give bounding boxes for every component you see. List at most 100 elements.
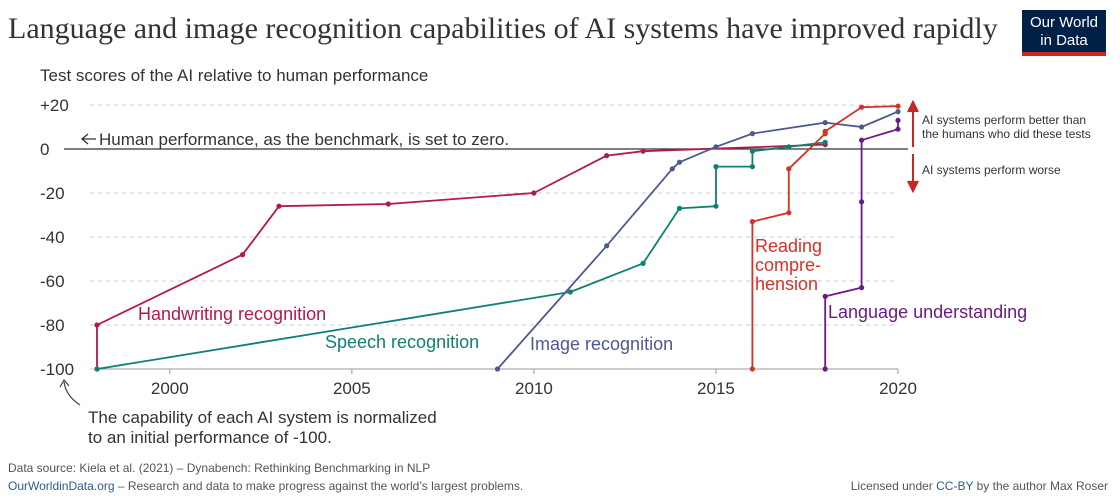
data-point (859, 199, 865, 205)
y-axis-ticks: +20 0 -20 -40 -60 -80 -100 (40, 96, 74, 379)
data-point (567, 289, 573, 295)
baseline-annotation: Human performance, as the benchmark, is … (80, 130, 509, 149)
data-point (895, 126, 901, 132)
license-suffix: by the author Max Roser (973, 479, 1108, 493)
arrow-up-icon (907, 99, 919, 147)
data-point (713, 203, 719, 209)
series-label-line: Handwriting recognition (138, 304, 326, 324)
x-tick-label: 2020 (879, 379, 917, 398)
y-tick-label: -100 (40, 360, 74, 379)
data-point (859, 285, 865, 291)
y-tick-label: -20 (40, 184, 65, 203)
series-label-line: Image recognition (530, 334, 673, 354)
chart-subtitle: Test scores of the AI relative to human … (40, 66, 428, 85)
x-tick-label: 2000 (151, 379, 189, 398)
data-point (895, 109, 901, 115)
side-annotations: AI systems perform better than the human… (907, 99, 1091, 194)
series-labels: Handwriting recognition Speech recognitio… (138, 236, 1027, 354)
data-point (494, 366, 501, 372)
series-label: Speech recognition (325, 332, 479, 352)
data-point (749, 148, 756, 154)
data-point (604, 153, 610, 159)
data-point (749, 164, 756, 170)
y-tick-label: -80 (40, 316, 65, 335)
y-tick-label: -60 (40, 272, 65, 291)
data-point (895, 117, 901, 123)
data-point (786, 144, 792, 150)
site-tagline: – Research and data to make progress aga… (114, 479, 524, 493)
footer-site: OurWorldinData.org – Research and data t… (8, 479, 523, 493)
annotation-worse: AI systems perform worse (922, 163, 1061, 177)
data-point (713, 164, 719, 170)
series-line (496, 110, 899, 370)
series-1 (94, 139, 828, 372)
series-label: Handwriting recognition (138, 304, 326, 324)
series-label: Language understanding (828, 302, 1027, 322)
series-line (751, 105, 899, 369)
x-tick-label: 2010 (515, 379, 553, 398)
logo-line-2: in Data (1040, 32, 1088, 49)
series-4 (822, 117, 901, 372)
baseline-arrow-icon (80, 133, 96, 145)
series-label: Image recognition (530, 334, 673, 354)
x-tick-label: 2005 (333, 379, 371, 398)
bottom-note: The capability of each AI system is norm… (59, 378, 437, 447)
data-point (640, 148, 646, 154)
x-tick-label: 2015 (697, 379, 735, 398)
curved-arrow-icon (59, 378, 81, 406)
data-point (822, 293, 828, 299)
data-point (822, 120, 828, 126)
annotation-better-line-2: the humans who did these tests (922, 127, 1091, 141)
data-point (94, 366, 100, 372)
license-prefix: Licensed under (850, 479, 937, 493)
bottom-note-line-2: to an initial performance of -100. (88, 428, 332, 447)
arrow-down-icon (907, 154, 919, 194)
data-point (385, 201, 391, 207)
data-point (786, 166, 792, 172)
y-tick-label: 0 (40, 140, 49, 159)
data-point (786, 210, 792, 216)
series-label-line: hension (755, 274, 818, 294)
license-link[interactable]: CC-BY (936, 479, 974, 493)
data-point (749, 366, 756, 372)
chart-title: Language and image recognition capabilit… (8, 12, 998, 45)
site-link[interactable]: OurWorldinData.org (8, 479, 115, 493)
bottom-note-line-1: The capability of each AI system is norm… (88, 408, 437, 427)
data-point (822, 139, 828, 145)
data-point (822, 366, 828, 372)
baseline-label: Human performance, as the benchmark, is … (99, 130, 509, 149)
data-point (531, 190, 537, 196)
series-label-line: Reading (755, 236, 822, 256)
series-label-line: Speech recognition (325, 332, 479, 352)
series-group (94, 103, 901, 372)
annotation-better-line-1: AI systems perform better than (922, 113, 1086, 127)
series-label-line: Language understanding (828, 302, 1027, 322)
data-point (859, 137, 865, 143)
series-line (96, 141, 826, 370)
data-point (859, 104, 865, 110)
data-point (859, 124, 865, 130)
logo-line-1: Our World (1029, 14, 1099, 31)
data-point (713, 144, 719, 150)
series-label-line: compre- (755, 255, 821, 275)
data-point (749, 219, 756, 225)
data-point (276, 203, 282, 209)
series-2 (494, 109, 901, 372)
series-line (824, 120, 899, 369)
data-point (669, 166, 675, 172)
data-point (640, 260, 646, 266)
series-3 (749, 103, 901, 372)
data-point (676, 159, 683, 165)
x-axis-ticks: 2000 2005 2010 2015 2020 (97, 368, 917, 398)
series-label: Reading compre-hension (755, 236, 822, 294)
data-point (240, 252, 246, 258)
data-point (749, 131, 756, 137)
footer-source: Data source: Kiela et al. (2021) – Dynab… (8, 461, 431, 475)
annotation-better: AI systems perform better than the human… (922, 113, 1091, 141)
data-point (604, 243, 610, 249)
owid-logo[interactable]: Our World in Data (1022, 10, 1106, 56)
data-point (676, 205, 683, 211)
data-point (895, 103, 901, 109)
footer-license: Licensed under CC-BY by the author Max R… (851, 479, 1108, 493)
